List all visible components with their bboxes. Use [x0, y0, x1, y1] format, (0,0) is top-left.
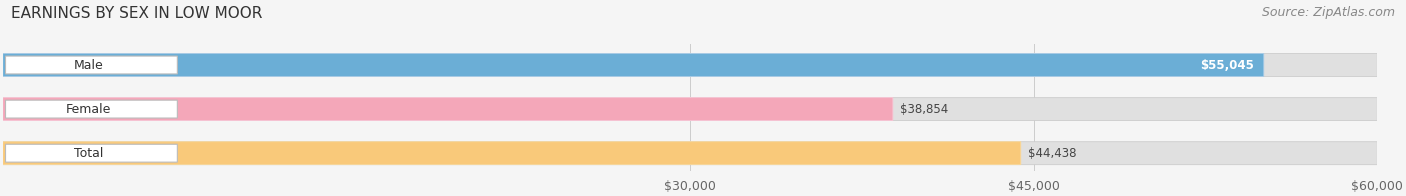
FancyBboxPatch shape: [3, 142, 1021, 165]
Text: $44,438: $44,438: [1028, 147, 1076, 160]
FancyBboxPatch shape: [3, 54, 1378, 76]
Text: Source: ZipAtlas.com: Source: ZipAtlas.com: [1261, 6, 1395, 19]
FancyBboxPatch shape: [6, 56, 177, 74]
Text: Female: Female: [66, 103, 111, 116]
Text: $55,045: $55,045: [1201, 58, 1254, 72]
Text: EARNINGS BY SEX IN LOW MOOR: EARNINGS BY SEX IN LOW MOOR: [11, 6, 263, 21]
FancyBboxPatch shape: [3, 142, 1378, 165]
FancyBboxPatch shape: [6, 144, 177, 162]
FancyBboxPatch shape: [3, 54, 1264, 76]
Text: Male: Male: [73, 58, 104, 72]
FancyBboxPatch shape: [3, 98, 1378, 121]
Text: Total: Total: [75, 147, 104, 160]
FancyBboxPatch shape: [6, 100, 177, 118]
Text: $38,854: $38,854: [900, 103, 948, 116]
FancyBboxPatch shape: [3, 98, 893, 121]
